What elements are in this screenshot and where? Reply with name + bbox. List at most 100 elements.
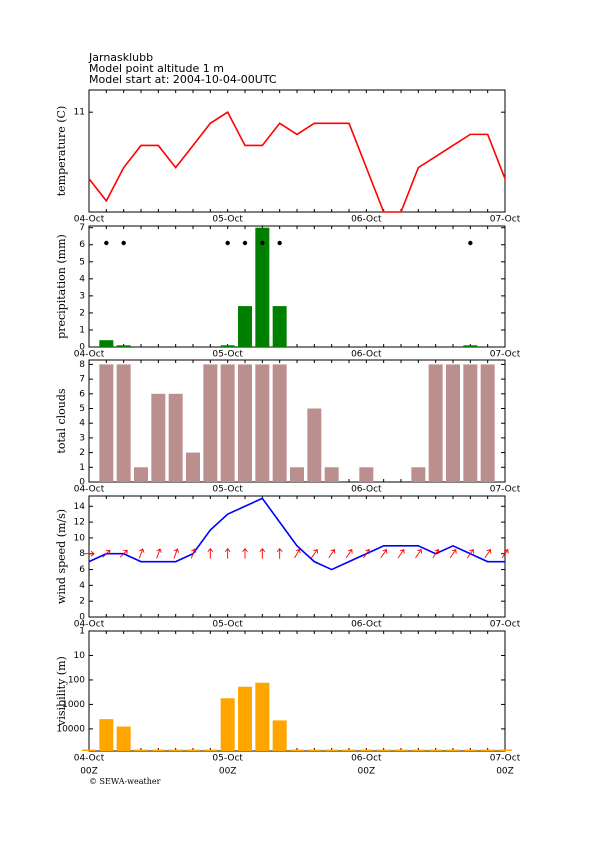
bar — [168, 393, 183, 482]
bar — [151, 393, 166, 482]
bar — [342, 749, 356, 751]
wind-arrow — [345, 549, 353, 559]
precip-symbol — [468, 240, 473, 246]
y-tick-label: 4 — [79, 419, 85, 429]
y-tick-label: 1 — [79, 325, 85, 335]
bar — [255, 227, 270, 347]
bar — [99, 719, 114, 751]
y-axis-label: total clouds — [55, 388, 68, 453]
y-tick-label: 10 — [74, 651, 86, 661]
bar — [463, 749, 478, 751]
bar — [272, 720, 287, 751]
x-tick-label: 07-Oct — [490, 620, 521, 630]
x-tick-label: 06-Oct — [351, 754, 382, 764]
bar — [238, 686, 252, 751]
y-tick-label: 11 — [74, 108, 85, 118]
y-tick-label: 3 — [79, 291, 85, 301]
wind-arrow — [380, 549, 388, 559]
y-tick-label: 2 — [79, 448, 85, 458]
x-tick-label: 07-Oct — [490, 215, 521, 225]
bar — [463, 364, 478, 482]
x-tick-label: 05-Oct — [212, 350, 243, 360]
bar — [255, 682, 270, 751]
bar — [480, 364, 495, 482]
precip-symbol — [260, 240, 265, 246]
bar — [186, 749, 200, 751]
wind-arrow — [119, 549, 128, 558]
wind-arrow — [467, 549, 474, 559]
x-tick-label: 05-Oct — [212, 485, 243, 495]
x-tick-label: 04-Oct — [74, 215, 105, 225]
wind-arrow — [432, 549, 440, 559]
y-tick-label: 0 — [79, 343, 85, 353]
wind-arrow — [156, 548, 162, 559]
wind-arrow — [294, 548, 301, 559]
x-sub-label: 00Z — [219, 767, 237, 777]
bar — [168, 749, 183, 751]
y-axis-label: temperature (C) — [55, 106, 68, 197]
y-tick-label: 5 — [79, 257, 85, 267]
wind-arrow — [224, 548, 231, 559]
wind-arrow — [484, 549, 492, 559]
bar — [272, 306, 287, 347]
bar — [151, 749, 166, 751]
bar — [307, 408, 322, 482]
precip-symbol — [277, 240, 282, 246]
bar — [290, 749, 304, 751]
x-tick-label: 06-Oct — [351, 485, 382, 495]
y-tick-label: 7 — [79, 223, 85, 233]
copyright: © SEWA-weather — [89, 777, 161, 786]
data-line — [88, 111, 506, 213]
bar — [255, 364, 270, 482]
x-sub-label: 00Z — [80, 767, 98, 777]
y-tick-label: 14 — [74, 502, 86, 512]
wind-arrow — [397, 549, 405, 559]
y-tick-label: 10000 — [56, 724, 85, 734]
x-sub-label: 00Z — [496, 767, 514, 777]
y-tick-label: 6 — [79, 389, 85, 399]
wind-arrow — [328, 549, 336, 559]
bar — [411, 749, 426, 751]
wind-arrow — [102, 549, 111, 558]
wind-arrow — [84, 550, 95, 557]
bar — [220, 698, 235, 751]
x-tick-label: 04-Oct — [74, 754, 105, 764]
bar — [480, 749, 495, 751]
y-tick-label: 10 — [74, 533, 86, 543]
y-tick-label: 2 — [79, 597, 85, 607]
bar — [220, 364, 235, 482]
y-tick-label: 8 — [79, 360, 85, 370]
bar — [238, 364, 252, 482]
y-axis-label: wind speed (m/s) — [55, 509, 68, 604]
wind-arrow — [363, 549, 370, 559]
y-tick-label: 1 — [79, 463, 85, 473]
y-tick-label: 100 — [68, 675, 85, 685]
x-tick-label: 04-Oct — [74, 485, 105, 495]
bar — [463, 345, 478, 347]
bar — [272, 364, 287, 482]
precip-symbol — [104, 240, 109, 246]
x-tick-label: 05-Oct — [212, 215, 243, 225]
y-tick-label: 4 — [79, 274, 85, 284]
model-start: Model start at: 2004-10-04-00UTC — [89, 73, 277, 86]
bar — [428, 749, 443, 751]
x-tick-label: 05-Oct — [212, 620, 243, 630]
bar — [290, 467, 304, 482]
wind-arrow — [276, 548, 283, 559]
precip-symbol — [242, 240, 248, 246]
y-tick-label: 7 — [79, 375, 85, 385]
bar — [324, 749, 339, 751]
precip-symbol — [121, 240, 126, 246]
y-tick-label: 0 — [79, 478, 85, 488]
bar — [134, 749, 148, 751]
bar — [446, 749, 460, 751]
y-tick-label: 6 — [79, 240, 85, 250]
y-tick-label: 12 — [74, 518, 85, 528]
wind-arrow — [190, 548, 197, 559]
bar — [376, 749, 391, 751]
x-tick-label: 04-Oct — [74, 350, 105, 360]
wind-arrow — [207, 548, 214, 559]
x-tick-label: 05-Oct — [212, 754, 243, 764]
